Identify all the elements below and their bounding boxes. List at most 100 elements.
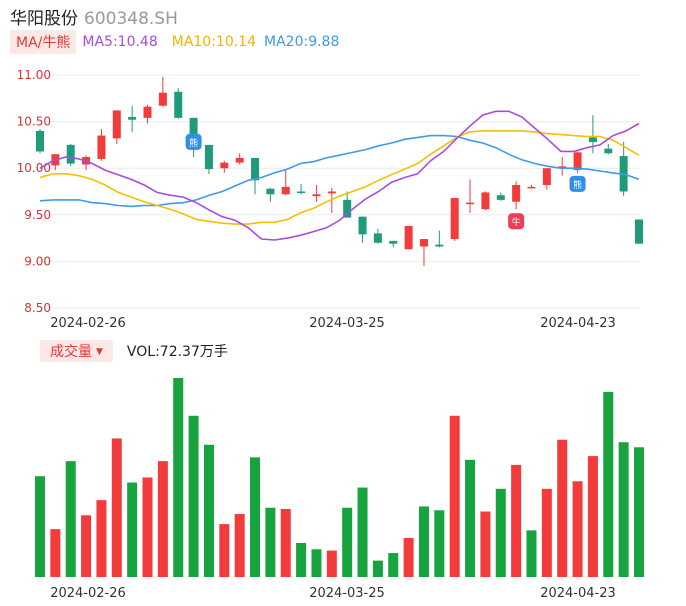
candle-body (588, 137, 597, 143)
volume-bar (449, 415, 460, 577)
volume-bar (388, 553, 399, 577)
candle-body (481, 192, 490, 210)
volume-bar (65, 461, 76, 577)
volume-bar (250, 457, 261, 577)
volume-bar (173, 378, 184, 577)
ma20-line (39, 134, 640, 208)
ma5-legend: MA5:10.48 (82, 34, 158, 50)
volume-bar (311, 549, 322, 577)
volume-chart: 2024-02-26 2024-03-25 2024-04-23 (35, 378, 644, 601)
marker-badge (508, 213, 525, 230)
candle-body (435, 244, 444, 247)
candle-body (297, 191, 306, 193)
volume-header: 成交量 ▼ VOL:72.37万手 (40, 340, 228, 362)
volume-bar (587, 456, 598, 577)
volume-label: 成交量 (50, 344, 92, 360)
price-x-label: 2024-04-23 (540, 316, 616, 331)
candle-body (558, 166, 567, 168)
price-tick-label: 10.00 (17, 161, 51, 175)
volume-x-label: 2024-03-25 (309, 586, 385, 601)
caret-down-icon: ▼ (96, 347, 103, 357)
volume-bar (603, 391, 614, 577)
candle-body (235, 157, 244, 163)
ma-legend: MA/牛熊 MA5:10.48 MA10:10.14 MA20:9.88 (10, 30, 339, 54)
candle-body (266, 188, 275, 195)
volume-bar (342, 507, 353, 577)
candle-body (220, 162, 229, 169)
volume-bar (634, 447, 644, 577)
bear-icon: 熊 (569, 175, 586, 192)
volume-bar (142, 477, 153, 577)
price-tick-label: 11.00 (17, 68, 51, 82)
volume-bar (234, 514, 245, 577)
candle-body (373, 233, 382, 243)
candle-body (97, 135, 106, 159)
volume-bar (280, 508, 291, 577)
bear-icon: 熊 (185, 133, 202, 150)
price-x-label: 2024-03-25 (309, 316, 385, 331)
candle-body (604, 148, 613, 154)
marker-badge (185, 133, 202, 150)
candle-body (512, 184, 521, 202)
volume-bar (403, 537, 414, 577)
volume-bar (418, 506, 429, 577)
price-tick-label: 9.00 (24, 254, 51, 268)
price-tick-label: 9.50 (24, 208, 51, 222)
candle-body (189, 117, 198, 143)
candle-body (358, 216, 367, 235)
candle-body (327, 191, 336, 194)
volume-bar (572, 481, 583, 577)
candle-body (635, 219, 643, 244)
volume-bar (557, 439, 568, 577)
price-x-label: 2024-02-26 (50, 316, 126, 331)
candle-body (496, 195, 505, 200)
ma-selector-button[interactable]: MA/牛熊 (10, 30, 77, 54)
candle-body (143, 106, 152, 118)
volume-bar (480, 511, 491, 577)
candle-body (404, 225, 413, 250)
volume-bar (465, 459, 476, 577)
stock-name: 华阳股份 (10, 9, 78, 29)
volume-bar (188, 415, 199, 577)
price-tick-label: 10.50 (17, 115, 51, 129)
price-chart: 11.00 10.50 10.00 9.50 9.00 8.50 熊牛 熊 2024-02-26… (17, 68, 643, 331)
stock-code: 600348.SH (84, 9, 178, 29)
volume-indicator-dropdown[interactable]: 成交量 ▼ (40, 340, 113, 362)
volume-x-label: 2024-02-26 (50, 586, 126, 601)
marker-label: 牛 (512, 216, 521, 228)
candle-body (527, 186, 536, 189)
candle-body (343, 199, 352, 218)
bull-icon: 牛 (508, 213, 525, 230)
volume-bar (511, 464, 522, 577)
candle-body (66, 144, 75, 164)
volume-value: VOL:72.37万手 (126, 344, 228, 360)
volume-bar (541, 488, 552, 577)
volume-bar (526, 530, 537, 577)
ma20-legend: MA20:9.88 (264, 34, 340, 50)
candle-body (204, 144, 213, 170)
volume-bar (372, 560, 383, 577)
volume-bar (127, 482, 138, 577)
candle-body (389, 240, 398, 244)
candle-body (174, 91, 183, 118)
candle-body (312, 194, 321, 197)
volume-bar (203, 444, 214, 577)
price-tick-label: 8.50 (24, 301, 51, 315)
volume-bar (357, 487, 368, 577)
volume-bar (326, 550, 337, 577)
volume-bar (495, 488, 506, 577)
candle-body (573, 152, 582, 171)
volume-bar (50, 529, 61, 577)
volume-bar (96, 500, 107, 577)
candle-body (450, 198, 459, 240)
volume-bar (157, 461, 168, 577)
candle-body (158, 92, 167, 106)
candle-body (112, 110, 121, 139)
marker-label: 熊 (573, 179, 582, 191)
marker-badge (569, 175, 586, 192)
volume-x-label: 2024-04-23 (540, 586, 616, 601)
volume-bar (219, 524, 230, 577)
volume-bar (81, 515, 92, 577)
volume-bar (265, 507, 276, 577)
candle-body (251, 157, 260, 181)
